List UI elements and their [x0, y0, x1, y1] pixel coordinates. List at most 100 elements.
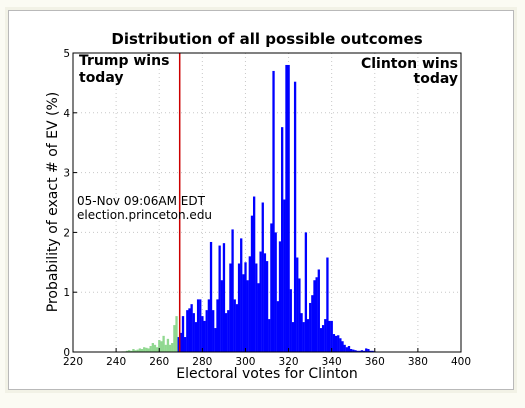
- x-tick-label: 220: [63, 356, 83, 368]
- bar-ev-317: [281, 127, 284, 352]
- chart-title: Distribution of all possible outcomes: [111, 30, 422, 48]
- clinton-wins-label-line2: today: [414, 71, 458, 87]
- bar-ev-325: [298, 278, 301, 352]
- bar-ev-278: [196, 299, 200, 352]
- bar-ev-316: [278, 241, 282, 352]
- bar-ev-293: [229, 263, 232, 352]
- bar-ev-276: [192, 313, 195, 352]
- bar-ev-352: [356, 350, 359, 352]
- bar-ev-330: [309, 302, 312, 352]
- bar-ev-273: [186, 310, 189, 352]
- bar-ev-283: [207, 299, 211, 352]
- y-tick-label: 3: [63, 168, 70, 180]
- x-tick-label: 340: [322, 356, 342, 368]
- bar-ev-277: [194, 322, 198, 352]
- bar-ev-303: [250, 215, 254, 352]
- bar-ev-351: [354, 350, 357, 352]
- bar-ev-335: [319, 328, 323, 352]
- bar-ev-304: [252, 196, 256, 352]
- bar-ev-308: [261, 202, 264, 352]
- x-tick-label: 280: [192, 356, 212, 368]
- bar-ev-333: [315, 277, 318, 352]
- y-tick-label: 4: [63, 108, 70, 120]
- bar-ev-247: [130, 350, 133, 352]
- bar-ev-331: [311, 295, 314, 352]
- bar-ev-252: [140, 349, 144, 352]
- bar-ev-358: [369, 350, 372, 352]
- bar-ev-322: [291, 322, 295, 352]
- bar-ev-354: [360, 350, 364, 352]
- bar-ev-319: [285, 64, 288, 353]
- bar-ev-328: [304, 232, 308, 352]
- bar-ev-329: [306, 319, 310, 352]
- bar-ev-272: [184, 337, 187, 352]
- bar-ev-301: [246, 280, 249, 352]
- y-tick-label: 0: [63, 347, 70, 359]
- x-tick-label: 300: [235, 356, 255, 368]
- bar-ev-337: [324, 319, 327, 352]
- x-axis-label: Electoral votes for Clinton: [176, 366, 358, 382]
- bar-ev-275: [190, 304, 193, 352]
- bar-ev-281: [203, 320, 206, 352]
- bar-ev-257: [151, 343, 154, 352]
- bar-ev-346: [343, 344, 346, 352]
- bar-ev-251: [138, 348, 142, 352]
- bar-ev-267: [173, 325, 176, 352]
- bar-ev-302: [248, 256, 251, 352]
- x-tick-label: 380: [408, 356, 428, 368]
- bar-ev-268: [175, 316, 178, 352]
- bar-ev-314: [274, 232, 277, 352]
- bar-ev-295: [233, 299, 236, 352]
- bar-ev-326: [300, 313, 303, 352]
- bar-ev-292: [227, 310, 230, 352]
- bar-ev-274: [188, 308, 191, 352]
- bar-ev-315: [276, 301, 280, 352]
- bar-ev-260: [158, 340, 161, 352]
- bar-ev-340: [330, 320, 333, 352]
- bar-ev-345: [341, 341, 344, 352]
- bar-ev-307: [259, 251, 262, 352]
- bar-ev-254: [145, 347, 148, 352]
- bar-ev-248: [132, 349, 135, 352]
- bar-ev-265: [168, 344, 172, 352]
- bar-ev-289: [220, 280, 223, 352]
- bar-ev-264: [166, 338, 170, 352]
- x-tick-label: 240: [106, 356, 126, 368]
- bar-ev-309: [263, 253, 267, 352]
- bar-ev-263: [164, 344, 167, 352]
- bar-ev-355: [362, 350, 366, 352]
- bar-ev-253: [143, 347, 146, 352]
- bar-ev-261: [160, 341, 163, 352]
- bar-ev-288: [218, 245, 221, 352]
- bar-ev-318: [283, 199, 286, 352]
- trump-wins-label-line1: Trump wins: [79, 53, 169, 69]
- bar-ev-313: [272, 70, 275, 352]
- bar-ev-285: [212, 310, 215, 352]
- bar-ev-259: [155, 347, 159, 352]
- source-label: election.princeton.edu: [77, 208, 212, 222]
- bar-ev-332: [313, 280, 316, 352]
- bar-ev-287: [216, 299, 219, 352]
- bar-ev-334: [317, 269, 320, 352]
- bar-ev-327: [302, 322, 305, 352]
- y-tick-label: 5: [63, 48, 70, 60]
- bar-ev-299: [242, 274, 245, 352]
- bar-ev-249: [134, 350, 137, 352]
- bar-ev-250: [136, 349, 139, 352]
- x-tick-label: 360: [365, 356, 385, 368]
- bar-ev-310: [265, 261, 269, 352]
- bar-ev-356: [365, 348, 368, 352]
- bar-ev-300: [244, 262, 247, 352]
- bar-ev-323: [293, 81, 297, 352]
- x-ticks: 220 240 260 280 300 320 340 360 380 400: [63, 348, 471, 368]
- bar-ev-246: [127, 350, 131, 352]
- bar-ev-336: [321, 325, 325, 352]
- bar-ev-359: [371, 350, 374, 352]
- bar-ev-269: [177, 337, 180, 352]
- bar-ev-245: [125, 350, 129, 352]
- bar-ev-286: [214, 328, 217, 352]
- x-tick-label: 400: [451, 356, 471, 368]
- bar-ev-271: [181, 316, 185, 352]
- bar-ev-284: [209, 241, 213, 352]
